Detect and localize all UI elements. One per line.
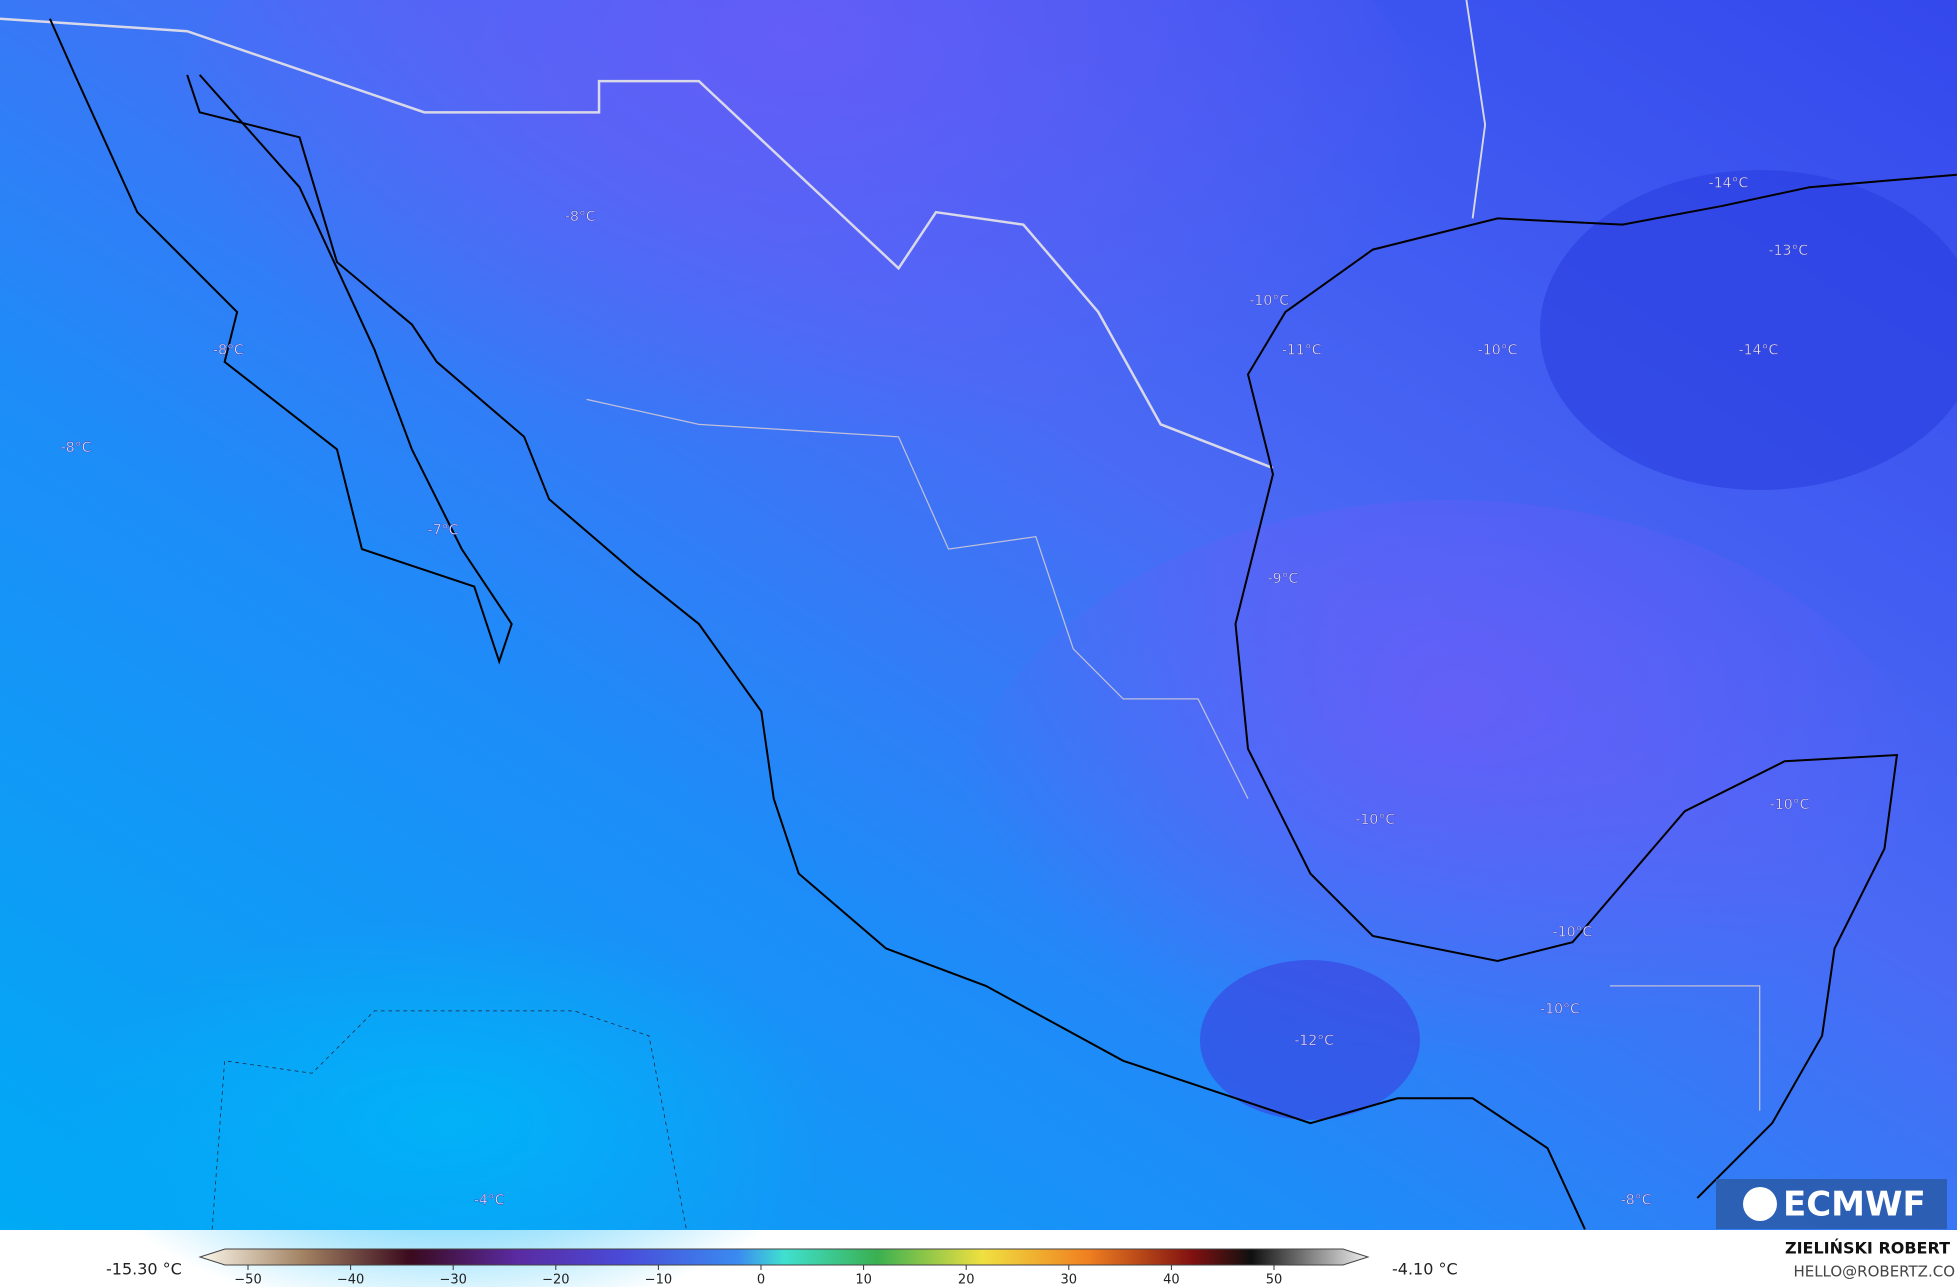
- contour-label: -4°C: [474, 1193, 505, 1209]
- contour-label: -10°C: [1770, 797, 1810, 813]
- tick-label: 0: [757, 1273, 765, 1287]
- min-label: -15.30 °C: [106, 1260, 182, 1279]
- contour-label: -13°C: [1769, 243, 1809, 259]
- tick-label: −30: [439, 1273, 466, 1287]
- colorbar: -15.30 °C -4.10 °C −50 −40 −30 −20 −10 0 10 20 3…: [106, 1248, 1458, 1287]
- state-borders: [586, 398, 1249, 799]
- tick-label: 40: [1163, 1273, 1180, 1287]
- contour-label: -10°C: [1478, 343, 1518, 359]
- contour-label: -8°C: [1621, 1193, 1652, 1209]
- logo-icon: [1743, 1187, 1777, 1221]
- coastline: [49, 18, 513, 665]
- state-borders: [1609, 985, 1761, 1111]
- credit-email: HELLO@ROBERTZ.CO: [1793, 1263, 1955, 1281]
- contour-label: -7°C: [428, 522, 459, 538]
- tick-label: −40: [337, 1273, 364, 1287]
- tick-label: 10: [855, 1273, 872, 1287]
- contour-label: -14°C: [1739, 343, 1779, 359]
- contour-label: -10°C: [1249, 293, 1289, 309]
- credit-name: ZIELIŃSKI ROBERT: [1785, 1239, 1950, 1258]
- temperature-field: [70, 920, 830, 1287]
- logo-text: ECMWF: [1783, 1185, 1926, 1225]
- temperature-field: [1540, 170, 1957, 490]
- logo: ECMWF: [1716, 1179, 1947, 1229]
- tick-label: −50: [234, 1273, 261, 1287]
- temperature-field: [1200, 960, 1420, 1120]
- temperature-field: [950, 500, 1950, 1200]
- contour-label: -8°C: [565, 209, 596, 225]
- contour-label: -9°C: [1268, 571, 1299, 587]
- tick-label: 30: [1061, 1273, 1078, 1287]
- contour-label: -14°C: [1709, 175, 1749, 191]
- colorbar-bar: [198, 1248, 1370, 1266]
- tick-label: −20: [542, 1273, 569, 1287]
- contour-label: -12°C: [1294, 1033, 1334, 1049]
- contour-label: -10°C: [1355, 812, 1395, 828]
- boundaries: [0, 0, 1957, 1230]
- contour-label: -8°C: [213, 343, 244, 359]
- contour-label: -8°C: [61, 440, 92, 456]
- tick-label: −10: [645, 1273, 672, 1287]
- tick-label: 20: [958, 1273, 975, 1287]
- temperature-field: [150, 0, 1450, 620]
- contour-label: -11°C: [1282, 343, 1322, 359]
- contour-label: -10°C: [1553, 924, 1593, 940]
- coastline: [186, 74, 1586, 1230]
- tick-label: 50: [1266, 1273, 1283, 1287]
- contour-label: -10°C: [1540, 1002, 1580, 1018]
- border: [0, 17, 1274, 470]
- coastline: [1234, 173, 1957, 1199]
- border: [1465, 0, 1487, 219]
- max-label: -4.10 °C: [1392, 1260, 1458, 1279]
- contour: [211, 1010, 687, 1230]
